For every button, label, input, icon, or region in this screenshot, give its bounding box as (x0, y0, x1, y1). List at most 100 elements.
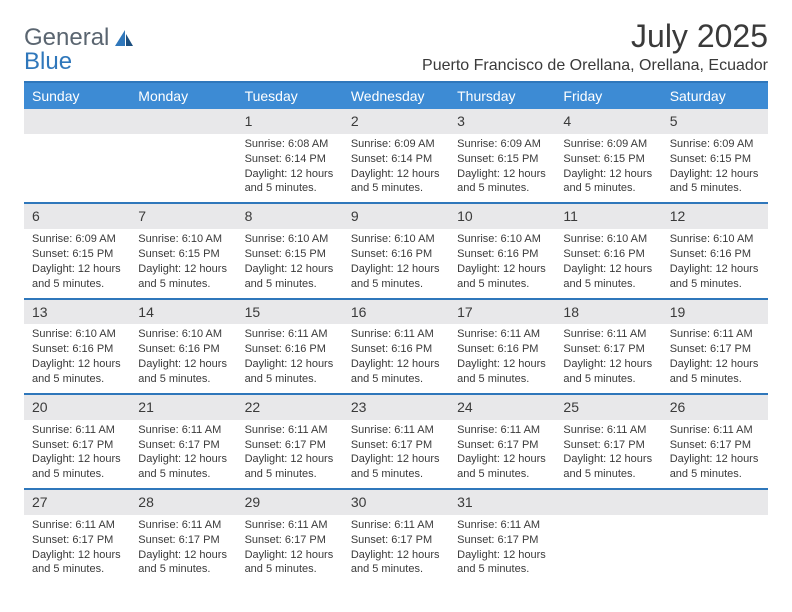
day-number-cell: 14 (130, 299, 236, 325)
day-content-cell: Sunrise: 6:11 AMSunset: 6:17 PMDaylight:… (343, 515, 449, 583)
day-content-cell: Sunrise: 6:11 AMSunset: 6:17 PMDaylight:… (343, 420, 449, 489)
day-number-cell: 5 (662, 109, 768, 134)
day-content-cell: Sunrise: 6:11 AMSunset: 6:17 PMDaylight:… (555, 420, 661, 489)
day-number: 16 (343, 300, 449, 325)
daylight: Daylight: 12 hours and 5 minutes. (563, 452, 653, 482)
sunrise: Sunrise: 6:11 AM (670, 423, 760, 438)
day-content: Sunrise: 6:10 AMSunset: 6:16 PMDaylight:… (343, 229, 449, 297)
daylight: Daylight: 12 hours and 5 minutes. (670, 357, 760, 387)
calendar-table: Sunday Monday Tuesday Wednesday Thursday… (24, 83, 768, 583)
daylight: Daylight: 12 hours and 5 minutes. (670, 452, 760, 482)
day-number-cell (130, 109, 236, 134)
day-content: Sunrise: 6:10 AMSunset: 6:16 PMDaylight:… (662, 229, 768, 297)
col-friday: Friday (555, 83, 661, 109)
day-number: 3 (449, 109, 555, 134)
daylight: Daylight: 12 hours and 5 minutes. (351, 262, 441, 292)
location: Puerto Francisco de Orellana, Orellana, … (422, 57, 768, 75)
header: General July 2025 Puerto Francisco de Or… (24, 18, 768, 75)
day-content: Sunrise: 6:09 AMSunset: 6:15 PMDaylight:… (449, 134, 555, 202)
week-daynum-row: 2728293031 (24, 489, 768, 515)
sunrise: Sunrise: 6:09 AM (351, 137, 441, 152)
daylight: Daylight: 12 hours and 5 minutes. (32, 357, 122, 387)
day-number-cell (555, 489, 661, 515)
sunset: Sunset: 6:17 PM (457, 438, 547, 453)
daylight: Daylight: 12 hours and 5 minutes. (563, 262, 653, 292)
day-number: 14 (130, 300, 236, 325)
day-number-cell: 13 (24, 299, 130, 325)
day-content-cell: Sunrise: 6:11 AMSunset: 6:17 PMDaylight:… (237, 420, 343, 489)
sunset: Sunset: 6:17 PM (138, 533, 228, 548)
sunset: Sunset: 6:15 PM (245, 247, 335, 262)
day-number-cell: 6 (24, 203, 130, 229)
sunrise: Sunrise: 6:11 AM (245, 327, 335, 342)
col-tuesday: Tuesday (237, 83, 343, 109)
daylight: Daylight: 12 hours and 5 minutes. (670, 262, 760, 292)
day-content-cell: Sunrise: 6:11 AMSunset: 6:17 PMDaylight:… (24, 515, 130, 583)
sunset: Sunset: 6:16 PM (457, 247, 547, 262)
sunrise: Sunrise: 6:11 AM (32, 518, 122, 533)
day-content: Sunrise: 6:11 AMSunset: 6:17 PMDaylight:… (237, 515, 343, 583)
sunrise: Sunrise: 6:10 AM (563, 232, 653, 247)
day-content: Sunrise: 6:10 AMSunset: 6:15 PMDaylight:… (130, 229, 236, 297)
day-number: 28 (130, 490, 236, 515)
sunset: Sunset: 6:16 PM (670, 247, 760, 262)
daylight: Daylight: 12 hours and 5 minutes. (138, 357, 228, 387)
sunset: Sunset: 6:15 PM (32, 247, 122, 262)
day-number: 22 (237, 395, 343, 420)
day-content-cell (662, 515, 768, 583)
day-number-cell: 2 (343, 109, 449, 134)
daylight: Daylight: 12 hours and 5 minutes. (457, 452, 547, 482)
sunrise: Sunrise: 6:10 AM (138, 327, 228, 342)
day-content-cell (555, 515, 661, 583)
sail-icon (113, 28, 135, 48)
sunrise: Sunrise: 6:11 AM (245, 423, 335, 438)
day-number: 12 (662, 204, 768, 229)
day-content-cell: Sunrise: 6:09 AMSunset: 6:15 PMDaylight:… (555, 134, 661, 203)
day-content-cell: Sunrise: 6:11 AMSunset: 6:17 PMDaylight:… (662, 420, 768, 489)
day-number: 25 (555, 395, 661, 420)
day-content-cell: Sunrise: 6:10 AMSunset: 6:16 PMDaylight:… (555, 229, 661, 298)
day-content: Sunrise: 6:10 AMSunset: 6:16 PMDaylight:… (24, 324, 130, 392)
col-thursday: Thursday (449, 83, 555, 109)
daylight: Daylight: 12 hours and 5 minutes. (32, 452, 122, 482)
day-number: 27 (24, 490, 130, 515)
month-title: July 2025 (422, 18, 768, 55)
day-number-cell: 3 (449, 109, 555, 134)
title-block: July 2025 Puerto Francisco de Orellana, … (422, 18, 768, 75)
day-content: Sunrise: 6:11 AMSunset: 6:17 PMDaylight:… (449, 515, 555, 583)
day-content (130, 134, 236, 158)
day-number: 7 (130, 204, 236, 229)
sunset: Sunset: 6:17 PM (138, 438, 228, 453)
day-number (662, 490, 768, 515)
daylight: Daylight: 12 hours and 5 minutes. (457, 167, 547, 197)
sunset: Sunset: 6:17 PM (457, 533, 547, 548)
day-number: 29 (237, 490, 343, 515)
sunrise: Sunrise: 6:11 AM (351, 327, 441, 342)
day-content-cell: Sunrise: 6:08 AMSunset: 6:14 PMDaylight:… (237, 134, 343, 203)
sunset: Sunset: 6:14 PM (245, 152, 335, 167)
day-content: Sunrise: 6:11 AMSunset: 6:16 PMDaylight:… (343, 324, 449, 392)
logo-text-blue: Blue (24, 48, 72, 76)
week-content-row: Sunrise: 6:11 AMSunset: 6:17 PMDaylight:… (24, 515, 768, 583)
sunset: Sunset: 6:17 PM (351, 438, 441, 453)
sunset: Sunset: 6:16 PM (351, 247, 441, 262)
daylight: Daylight: 12 hours and 5 minutes. (138, 548, 228, 578)
day-number-cell: 4 (555, 109, 661, 134)
day-number-cell (24, 109, 130, 134)
day-number-cell: 20 (24, 394, 130, 420)
day-content: Sunrise: 6:11 AMSunset: 6:17 PMDaylight:… (449, 420, 555, 488)
day-content-cell: Sunrise: 6:11 AMSunset: 6:16 PMDaylight:… (237, 324, 343, 393)
daylight: Daylight: 12 hours and 5 minutes. (351, 357, 441, 387)
day-content-cell: Sunrise: 6:10 AMSunset: 6:16 PMDaylight:… (662, 229, 768, 298)
day-content-cell: Sunrise: 6:11 AMSunset: 6:17 PMDaylight:… (555, 324, 661, 393)
daylight: Daylight: 12 hours and 5 minutes. (670, 167, 760, 197)
day-number: 31 (449, 490, 555, 515)
day-content-cell: Sunrise: 6:11 AMSunset: 6:17 PMDaylight:… (662, 324, 768, 393)
day-number: 9 (343, 204, 449, 229)
day-content: Sunrise: 6:10 AMSunset: 6:15 PMDaylight:… (237, 229, 343, 297)
sunrise: Sunrise: 6:09 AM (563, 137, 653, 152)
day-content: Sunrise: 6:09 AMSunset: 6:15 PMDaylight:… (662, 134, 768, 202)
day-number-cell: 24 (449, 394, 555, 420)
day-content: Sunrise: 6:10 AMSunset: 6:16 PMDaylight:… (130, 324, 236, 392)
daylight: Daylight: 12 hours and 5 minutes. (245, 548, 335, 578)
